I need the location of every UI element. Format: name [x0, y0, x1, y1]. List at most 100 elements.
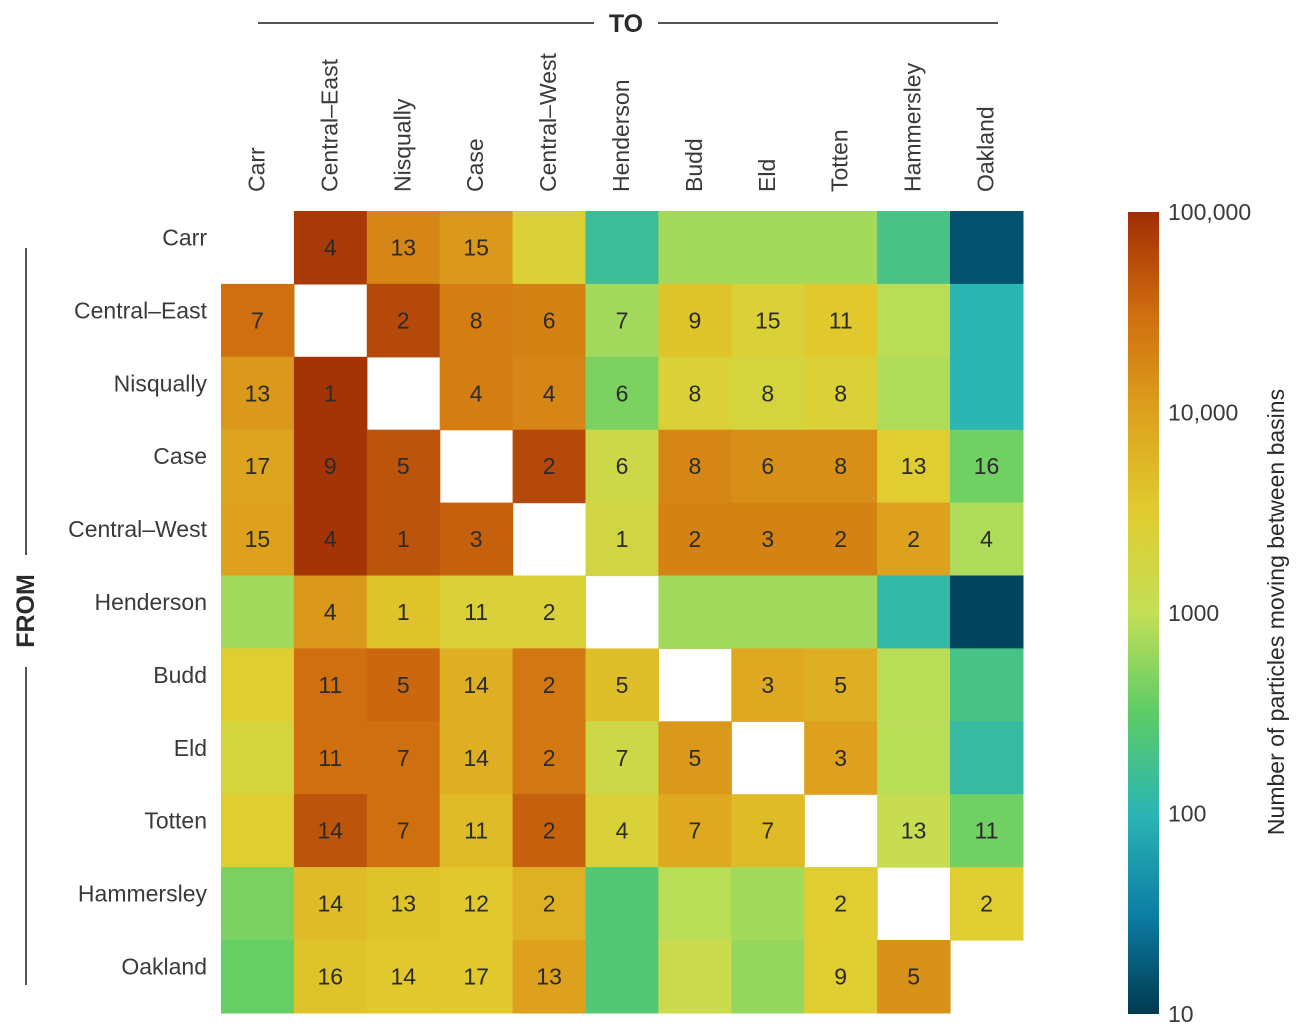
heatmap-cell	[804, 502, 878, 577]
heatmap-cell	[221, 575, 295, 649]
cell-label: 2	[834, 891, 847, 917]
heatmap-cell	[585, 356, 659, 431]
cell-label: 13	[901, 453, 927, 479]
heatmap-cell	[221, 721, 295, 795]
heatmap-cell	[221, 794, 295, 868]
column-label: Central–West	[535, 52, 561, 192]
cell-label: 14	[463, 672, 489, 698]
heatmap-cell	[658, 211, 732, 285]
heatmap-cell	[658, 283, 732, 358]
cell-label: 8	[761, 380, 774, 406]
heatmap-cell	[804, 211, 878, 285]
cell-label: 16	[318, 964, 344, 990]
heatmap-cell	[293, 502, 368, 577]
cell-label: 6	[543, 307, 556, 333]
row-label: Nisqually	[114, 370, 208, 396]
column-label: Hammersley	[900, 62, 926, 192]
cell-label: 8	[689, 453, 702, 479]
heatmap-cell	[658, 502, 732, 577]
cell-label: 13	[901, 818, 927, 844]
heatmap-cell	[366, 575, 441, 649]
heatmap-cell	[585, 648, 659, 722]
cell-label: 15	[463, 234, 489, 260]
heatmap-cell	[221, 502, 295, 577]
cell-label: 11	[318, 672, 342, 698]
column-label: Nisqually	[389, 98, 415, 192]
heatmap-cell	[366, 211, 441, 285]
heatmap-cell	[804, 575, 878, 649]
row-label: Budd	[153, 662, 207, 688]
cell-label: 2	[397, 307, 410, 333]
colorbar-tick-label: 100	[1168, 801, 1206, 827]
cell-label: 1	[397, 599, 410, 625]
row-label: Totten	[144, 808, 207, 834]
colorbar-tick-label: 1000	[1168, 600, 1219, 626]
heatmap-cell	[293, 721, 368, 795]
heatmap-cell	[512, 575, 587, 649]
heatmap-cell	[512, 211, 587, 285]
heatmap-cell	[731, 575, 805, 649]
heatmap-cell	[950, 356, 1024, 431]
column-label: Henderson	[608, 79, 634, 192]
heatmap-cell	[439, 211, 514, 285]
cell-label: 9	[834, 964, 847, 990]
heatmap-cell	[658, 867, 732, 941]
row-label: Case	[153, 443, 207, 469]
cell-label: 5	[689, 745, 702, 771]
cell-label: 4	[324, 599, 337, 625]
heatmap-cell	[731, 429, 805, 504]
heatmap-cell	[950, 867, 1024, 941]
cell-label: 2	[543, 818, 556, 844]
heatmap-cell	[293, 794, 368, 868]
cell-label: 11	[318, 745, 342, 771]
cell-label: 8	[470, 307, 483, 333]
cell-label: 17	[463, 964, 489, 990]
heatmap-cell	[293, 940, 368, 1014]
cell-label: 14	[463, 745, 489, 771]
cell-label: 11	[829, 307, 853, 333]
heatmap-cell	[585, 721, 659, 795]
heatmap-cell	[658, 575, 732, 649]
cell-label: 2	[834, 526, 847, 552]
heatmap-cell	[658, 429, 732, 504]
cell-label: 13	[391, 891, 417, 917]
cell-label: 15	[755, 307, 781, 333]
heatmap-cell	[950, 721, 1024, 795]
cell-label: 12	[463, 891, 489, 917]
heatmap-cell	[512, 721, 587, 795]
heatmap-cell	[658, 356, 732, 431]
heatmap-cell	[950, 429, 1024, 504]
cell-label: 4	[616, 818, 629, 844]
cell-label: 4	[543, 380, 556, 406]
heatmap-cell	[804, 867, 878, 941]
column-label: Eld	[754, 159, 780, 192]
cell-label: 13	[536, 964, 562, 990]
cell-label: 5	[397, 453, 410, 479]
heatmap-cell	[439, 794, 514, 868]
heatmap-cell	[293, 575, 368, 649]
cell-label: 14	[391, 964, 417, 990]
cell-label: 7	[616, 307, 629, 333]
heatmap-cell	[293, 867, 368, 941]
column-label: Budd	[681, 138, 707, 192]
heatmap-cell	[877, 940, 951, 1014]
cell-label: 5	[616, 672, 629, 698]
heatmap-cell	[877, 429, 951, 504]
heatmap-cell	[877, 648, 951, 722]
cell-label: 2	[543, 891, 556, 917]
cell-label: 16	[974, 453, 1000, 479]
heatmap-cell	[877, 502, 951, 577]
heatmap-cell	[585, 794, 659, 868]
cell-label: 7	[397, 818, 410, 844]
heatmap-cell	[731, 648, 805, 722]
cell-label: 4	[470, 380, 483, 406]
row-label: Central–East	[74, 297, 208, 323]
heatmap-cell	[439, 867, 514, 941]
colorbar-ticks: 100,000 10,000 1000 100 10	[1168, 199, 1251, 1026]
heatmap-cell	[221, 356, 295, 431]
heatmap-cell	[439, 940, 514, 1014]
heatmap-cell	[658, 721, 732, 795]
cell-label: 7	[689, 818, 702, 844]
heatmap-cell	[585, 940, 659, 1014]
